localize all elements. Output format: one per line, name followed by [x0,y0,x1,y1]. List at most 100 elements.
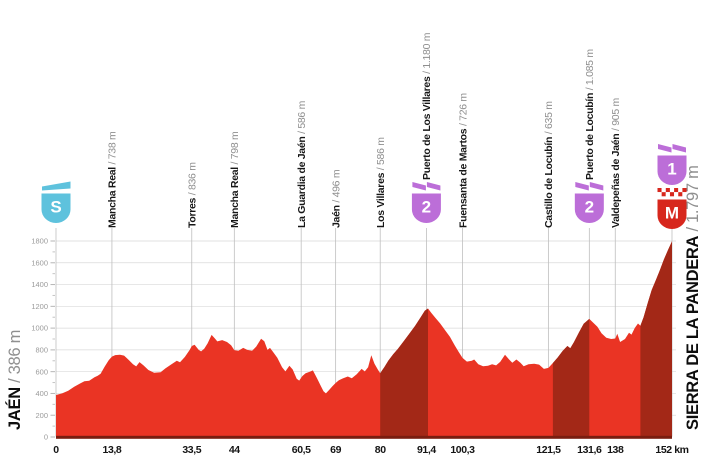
waypoint-label: Puerto de Locubín / 1.085 m [584,49,596,180]
x-tick-label: 100,3 [450,444,475,456]
waypoint-label: Mancha Real / 738 m [107,131,119,228]
waypoint-label: Torres / 836 m [187,162,199,228]
meta-shield-icon [657,199,687,229]
y-tick-label: 600 [35,367,48,376]
x-tick-label: 0 [53,444,59,456]
elevation-area [56,241,672,437]
finish-location-label: SIERRA DE LA PANDERA / 1.797 m [684,165,702,430]
steep-climb-segment [380,308,428,437]
category-badge: 1 [657,144,687,185]
waypoint-label: Castillo de Locubín / 635 m [543,101,555,228]
x-tick-label: 138 [607,444,624,456]
x-tick-label: 80 [375,444,386,456]
x-tick-label: 60,5 [292,444,311,456]
waypoint-elevation: / 1.797 m [684,165,702,235]
badge-label: M [665,204,679,223]
y-tick-label: 200 [35,411,48,420]
finish-meta-badge: M [657,188,687,229]
category-pennant-icon [672,144,686,153]
checker-square [669,192,675,197]
x-axis-baseline [56,435,672,439]
x-tick-label: 44 [229,444,240,456]
waypoint-name: La Guardia de Jaén [296,137,308,228]
waypoint-name: Los Villares [375,172,387,228]
steep-climb-segment [640,241,672,437]
waypoint-name: Jaén [330,205,342,228]
waypoint-elevation: / 738 m [107,131,119,167]
waypoint-elevation: / 586 m [296,100,308,136]
x-tick-label: 121,5 [536,444,561,456]
checker-square [674,192,679,197]
checker-square [657,188,662,193]
y-tick-label: 800 [35,345,48,354]
x-tick-label: 69 [330,444,341,456]
x-tick-label: 152 km [655,444,688,456]
waypoint-name: SIERRA DE LA PANDERA [684,235,702,430]
category-pennant-icon [658,144,672,153]
x-tick-label: 13,8 [103,444,122,456]
y-tick-label: 1600 [31,258,48,267]
waypoint-name: Puerto de Locubín [584,93,596,180]
waypoint-elevation: / 1.180 m [421,32,433,76]
checker-square [682,192,687,197]
checker-square [678,188,683,193]
category-pennant-icon [589,182,604,191]
y-tick-label: 1400 [31,280,48,289]
badge-label: 2 [422,198,431,217]
waypoint-elevation: / 726 m [457,93,469,129]
x-tick-label: 33,5 [182,444,201,456]
checker-square [661,188,666,193]
waypoint-elevation: / 586 m [375,137,387,173]
category-badge: 2 [411,182,441,223]
badge-label: 1 [667,160,676,179]
start-badge: S [41,181,71,223]
waypoint-name: Mancha Real [229,167,241,228]
start-pennant-icon [42,181,71,191]
waypoint-name: Valdepeñas de Jaén [610,134,622,228]
category-pennant-icon [412,182,426,191]
y-tick-label: 1000 [31,324,48,333]
waypoint-elevation: / 496 m [330,169,342,205]
waypoint-label: Mancha Real / 798 m [229,131,241,228]
y-tick-label: 400 [35,389,48,398]
start-shield-icon [41,193,71,223]
checker-square [669,188,675,193]
category-pennant-icon [426,182,441,191]
category-shield-icon [574,193,604,223]
badge-label: S [50,198,61,217]
waypoint-label: Puerto de Los Villares / 1.180 m [421,32,433,180]
badge-label: 2 [585,198,594,217]
checker-square [665,188,670,193]
waypoint-label: La Guardia de Jaén / 586 m [296,100,308,228]
checker-square [678,192,683,197]
waypoint-name: Puerto de Los Villares [421,76,433,180]
waypoint-elevation: / 1.085 m [584,49,596,93]
category-shield-icon [411,193,441,223]
steep-climb-segment [552,318,590,437]
checker-square [665,192,670,197]
waypoint-label: Valdepeñas de Jaén / 905 m [610,98,622,228]
waypoint-elevation: / 386 m [6,330,24,387]
y-tick-label: 1800 [31,237,48,246]
waypoint-name: Castillo de Locubín [543,137,555,228]
category-badge: 2 [574,182,604,223]
waypoint-label: Los Villares / 586 m [375,137,387,228]
waypoint-name: Torres [187,197,199,228]
category-shield-icon [657,155,687,185]
waypoint-label: Fuensanta de Martos / 726 m [457,93,469,228]
waypoint-name: Fuensanta de Martos [457,128,469,228]
start-location-label: JAÉN / 386 m [5,330,24,430]
waypoint-elevation: / 798 m [229,131,241,167]
waypoint-elevation: / 836 m [187,162,199,198]
waypoint-label: Jaén / 496 m [330,169,342,228]
checker-square [674,188,679,193]
y-tick-label: 1200 [31,302,48,311]
x-tick-label: 91,4 [417,444,436,456]
checker-square [682,188,687,193]
waypoint-elevation: / 635 m [543,101,555,137]
y-tick-label: 0 [44,433,48,442]
waypoint-name: Mancha Real [107,167,119,228]
x-tick-label: 131,6 [577,444,602,456]
